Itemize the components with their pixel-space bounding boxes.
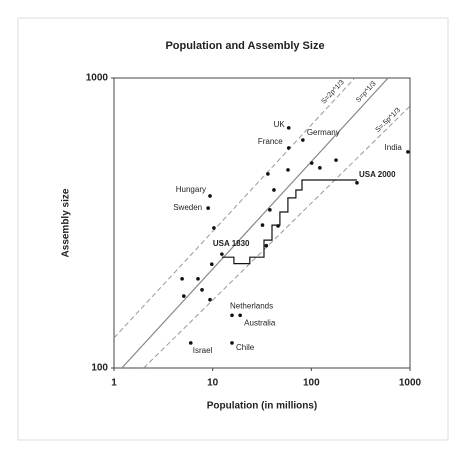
point [260, 223, 265, 227]
point [309, 161, 314, 165]
point-label: France [258, 137, 283, 146]
point [238, 313, 242, 318]
point [182, 294, 186, 298]
point [268, 208, 272, 212]
point-label: Netherlands [230, 301, 273, 310]
point [206, 206, 210, 210]
point-label: Sweden [173, 203, 202, 212]
point [355, 181, 359, 185]
point-label: India [385, 143, 403, 152]
point [334, 158, 338, 162]
point-label: USA 1830 [213, 239, 250, 248]
line [143, 105, 411, 369]
point [286, 146, 291, 150]
x-tick-label: 10 [207, 378, 219, 389]
point [188, 341, 193, 345]
point [220, 252, 224, 256]
point [406, 150, 410, 154]
x-tick-label: 1 [111, 378, 117, 389]
x-tick-label: 1000 [399, 378, 422, 389]
line [113, 77, 356, 339]
y-tick-label: 100 [91, 363, 108, 374]
point [272, 188, 276, 192]
point-label: Israel [193, 346, 213, 355]
line [121, 77, 389, 369]
x-tick-label: 100 [303, 378, 320, 389]
chart-title: Population and Assembly Size [165, 40, 324, 52]
point-label: UK [274, 120, 286, 129]
point [286, 168, 290, 172]
y-axis-label: Assembly size [61, 188, 72, 257]
point [180, 277, 184, 281]
y-tick-label: 1000 [86, 73, 109, 84]
point [318, 166, 322, 170]
point [196, 277, 200, 281]
point-label: Australia [244, 318, 276, 327]
point [212, 226, 216, 230]
frame [17, 17, 449, 441]
plot-area [113, 77, 411, 369]
point-label: Germany [307, 128, 340, 137]
point-label: USA 2000 [359, 170, 396, 179]
point [230, 341, 234, 345]
point-label: Hungary [176, 185, 206, 194]
point [208, 194, 212, 198]
point [210, 262, 214, 266]
point [208, 297, 212, 302]
point [286, 126, 291, 130]
point [301, 138, 305, 142]
point [266, 172, 270, 176]
point [230, 313, 234, 318]
point [276, 224, 280, 228]
point [264, 243, 269, 248]
line-label: S=.5p^1/3 [375, 107, 402, 134]
line [221, 179, 357, 265]
point [200, 288, 204, 292]
x-axis-label: Population (in millions) [207, 401, 318, 412]
point-label: Chile [236, 343, 255, 352]
